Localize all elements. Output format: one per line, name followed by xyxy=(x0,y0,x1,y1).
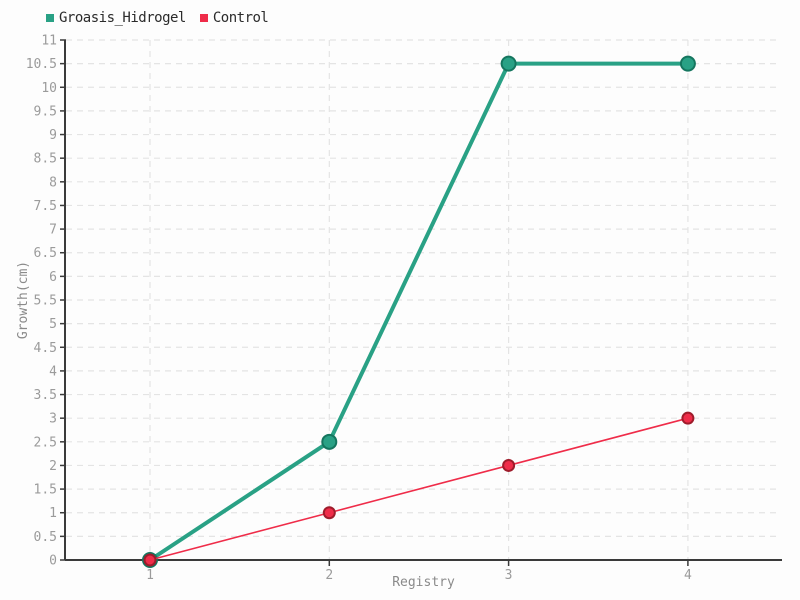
legend-item-groasis[interactable]: Groasis_Hidrogel xyxy=(46,10,186,26)
y-tick-label: 5 xyxy=(49,317,57,332)
y-tick-label: 2 xyxy=(49,459,57,474)
groasis_hidrogel-marker xyxy=(679,55,696,72)
x-axis-title: Registry xyxy=(392,575,455,590)
control-marker xyxy=(143,553,157,567)
y-tick-label: 0 xyxy=(49,554,57,569)
chart-legend: Groasis_Hidrogel Control xyxy=(46,10,269,26)
x-tick-label: 3 xyxy=(505,568,513,583)
control-line xyxy=(149,417,689,561)
control-marker xyxy=(681,411,695,425)
y-tick-label: 10 xyxy=(41,81,57,96)
legend-item-control[interactable]: Control xyxy=(199,10,269,26)
y-tick-label: 8 xyxy=(49,175,57,190)
y-tick-label: 4 xyxy=(49,364,57,379)
y-tick-label: 4.5 xyxy=(34,341,57,356)
y-tick-label: 8.5 xyxy=(34,152,57,167)
control-series-swatch-icon xyxy=(199,14,208,22)
x-tick-label: 2 xyxy=(325,568,333,583)
y-tick-label: 9 xyxy=(49,128,57,143)
y-tick-label: 7 xyxy=(49,223,57,238)
y-tick-label: 7.5 xyxy=(34,199,57,214)
x-tick-label: 4 xyxy=(684,568,692,583)
y-tick-label: 1 xyxy=(49,506,57,521)
legend-label-groasis: Groasis_Hidrogel xyxy=(59,10,186,26)
control-marker xyxy=(322,506,336,520)
groasis_hidrogel-marker xyxy=(500,55,517,72)
x-tick-label: 1 xyxy=(146,568,154,583)
y-tick-label: 6.5 xyxy=(34,246,57,261)
y-tick-label: 5.5 xyxy=(34,294,57,309)
y-tick-label: 1.5 xyxy=(34,483,57,498)
groasis_hidrogel-marker xyxy=(321,433,338,450)
legend-label-control: Control xyxy=(212,10,269,26)
y-tick-label: 11 xyxy=(41,34,57,49)
y-tick-label: 9.5 xyxy=(34,104,57,119)
control-marker xyxy=(502,458,516,472)
y-tick-label: 3.5 xyxy=(34,388,57,403)
y-tick-label: 2.5 xyxy=(34,435,57,450)
y-tick-label: 6 xyxy=(49,270,57,285)
y-axis-title: Growth(cm) xyxy=(16,261,31,339)
groasis_hidrogel-line xyxy=(148,61,690,562)
groasis-series-swatch-icon xyxy=(46,14,54,22)
y-tick-label: 10.5 xyxy=(26,57,57,72)
y-tick-label: 0.5 xyxy=(34,530,57,545)
y-tick-label: 3 xyxy=(49,412,57,427)
